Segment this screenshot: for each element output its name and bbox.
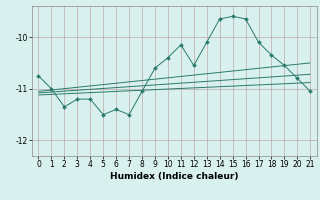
X-axis label: Humidex (Indice chaleur): Humidex (Indice chaleur)	[110, 172, 239, 181]
